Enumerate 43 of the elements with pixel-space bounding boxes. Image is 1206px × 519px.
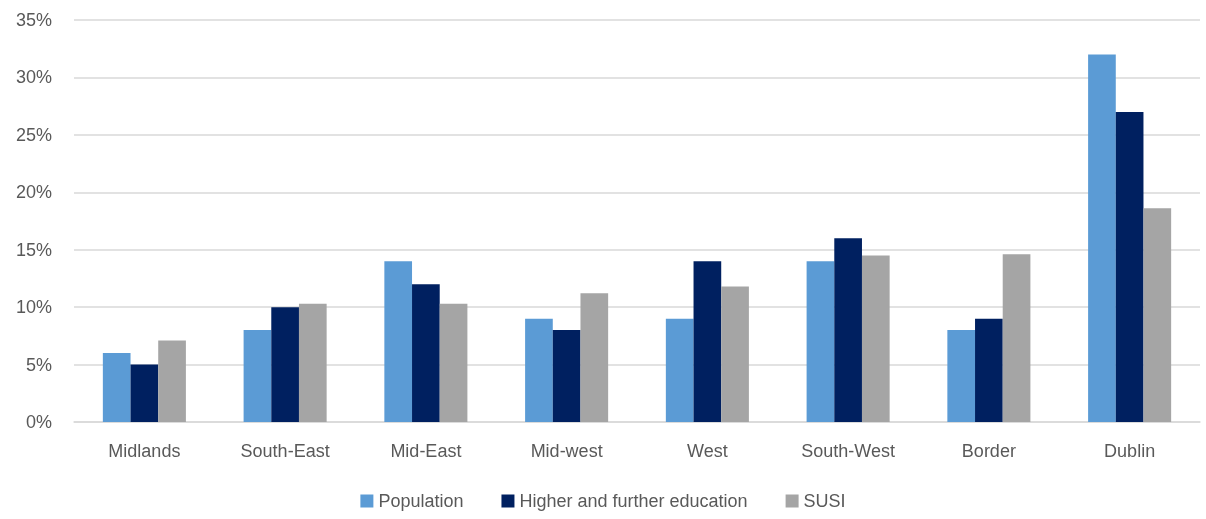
bar [693,261,722,422]
bar [947,330,976,422]
x-tick-label: Mid-East [390,441,462,461]
y-tick-label: 30% [15,67,52,88]
bar [525,318,553,422]
x-tick-label: South-West [801,441,895,461]
x-tick-label: West [687,441,728,461]
bar [102,353,131,422]
y-tick-label: 0% [25,412,52,432]
bar [1115,111,1144,422]
bar [298,303,327,422]
x-tick-label: Mid-west [530,441,603,461]
bar [665,318,694,422]
y-tick-label: 20% [15,182,52,203]
legend-label: Higher and further education [519,491,748,511]
y-tick-label: 15% [15,239,52,260]
y-tick-label: 5% [25,354,52,375]
legend-label: SUSI [803,491,846,511]
bar [552,330,581,422]
bar [1143,208,1172,422]
bar [580,293,609,422]
y-tick-label: 25% [15,124,52,145]
bar [834,238,862,422]
bar [243,330,272,422]
bar [439,303,468,422]
bar [130,364,159,422]
bar [1002,254,1031,422]
bar [271,307,299,422]
bar [412,284,440,422]
x-tick-label: Border [961,441,1016,461]
y-tick-label: 10% [15,297,52,318]
x-tick-label: Midlands [108,441,181,461]
bar [975,318,1003,422]
x-tick-label: South-East [240,441,330,461]
bar [158,340,186,422]
x-tick-label: Dublin [1104,441,1156,461]
y-tick-label: 35% [15,10,52,30]
legend-label: Population [378,491,464,511]
bar [806,261,835,422]
bar [721,286,749,422]
bar [384,261,413,422]
bar [861,255,890,422]
bar [1088,54,1116,422]
